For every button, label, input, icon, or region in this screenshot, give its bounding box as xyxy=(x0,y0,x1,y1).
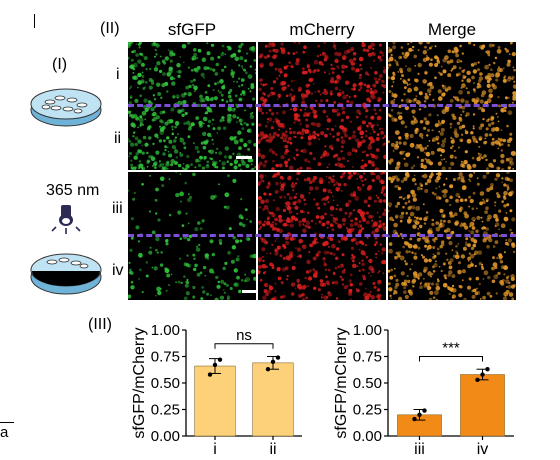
y-tick-label: 0.00 xyxy=(353,428,382,445)
x-tick-label: i xyxy=(213,441,217,458)
data-point xyxy=(275,355,281,360)
data-point xyxy=(475,377,480,383)
panel-III-label: (III) xyxy=(88,316,112,333)
data-point xyxy=(217,357,223,362)
y-tick-label: 0.25 xyxy=(151,402,180,419)
data-point xyxy=(207,372,213,377)
bar-iv xyxy=(460,374,505,437)
uv-lamp-icon xyxy=(51,205,81,234)
divider-line-top xyxy=(128,104,516,107)
y-axis-label: sfGFP/mCherry xyxy=(131,327,148,438)
row-label-ii: ii xyxy=(114,130,122,147)
x-tick-label: iv xyxy=(477,441,489,458)
column-header-merge: Merge xyxy=(427,20,477,39)
scale-bar-bottom xyxy=(242,290,258,293)
data-point xyxy=(412,416,417,422)
bar-chart-right: sfGFP/mCherry 0.00 0.25 0.50 0.75 1.00 iii iv **… xyxy=(333,322,514,458)
cell-speckle xyxy=(258,42,386,170)
y-tick-label: 0.25 xyxy=(353,402,382,419)
x-tick-label: iii xyxy=(414,441,425,458)
data-point xyxy=(485,367,490,372)
y-tick-label: 0.00 xyxy=(151,428,180,445)
scale-bar-top xyxy=(236,156,252,159)
cell-speckle xyxy=(388,172,516,300)
column-header-sfgfp: sfGFP xyxy=(167,20,217,39)
row-label-iii: iii xyxy=(112,200,123,217)
uv-wavelength-label: 365 nm xyxy=(46,182,100,199)
y-axis-label: sfGFP/mCherry xyxy=(333,327,350,438)
y-tick-label: 0.50 xyxy=(151,375,180,392)
y-tick-label: 0.50 xyxy=(353,375,382,392)
panel-II-label: (II) xyxy=(100,20,120,37)
data-point xyxy=(265,367,271,372)
significance-label: ns xyxy=(236,327,252,344)
y-tick-label: 1.00 xyxy=(353,322,382,339)
y-tick-label: 1.00 xyxy=(151,322,180,339)
significance-bracket xyxy=(214,343,274,349)
half-covered-dish-icon xyxy=(30,253,102,295)
x-tick-label: ii xyxy=(269,441,276,458)
corner-mark: a xyxy=(0,424,9,441)
image-mcherry-bottom xyxy=(258,172,386,300)
y-tick-label: 0.75 xyxy=(151,349,180,366)
divider-line-bottom xyxy=(128,234,516,237)
data-point xyxy=(422,408,427,413)
column-header-mcherry: mCherry xyxy=(289,20,355,39)
data-point xyxy=(480,372,485,377)
significance-bracket xyxy=(419,356,483,362)
petri-dish-icon xyxy=(30,88,102,127)
data-point xyxy=(417,412,422,417)
corner-tick xyxy=(0,422,14,423)
row-label-i: i xyxy=(116,66,120,83)
significance-label: *** xyxy=(442,340,460,357)
bar-ii xyxy=(252,362,294,437)
bar-i xyxy=(194,365,236,437)
corner-tick-top xyxy=(34,14,35,28)
cell-speckle xyxy=(258,172,386,300)
cell-speckle xyxy=(128,42,256,170)
panel-I-label: (I) xyxy=(52,56,68,73)
data-point xyxy=(212,362,218,368)
row-label-iv: iv xyxy=(112,262,124,279)
data-point xyxy=(270,359,276,364)
y-tick-label: 0.75 xyxy=(353,349,382,366)
